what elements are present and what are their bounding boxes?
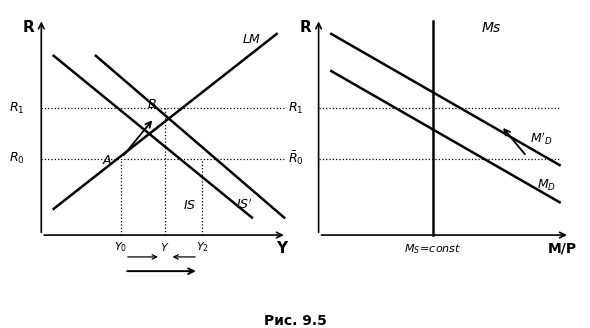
Text: M/P: M/P	[548, 241, 576, 255]
Text: Y: Y	[276, 241, 287, 256]
Text: $M_D$: $M_D$	[537, 178, 556, 193]
Text: $Y$: $Y$	[160, 241, 170, 253]
Text: $R_1$: $R_1$	[288, 101, 303, 116]
Text: $Ms$: $Ms$	[481, 21, 502, 35]
Text: $B$: $B$	[147, 98, 156, 112]
Text: $M_S\!=\!const$: $M_S\!=\!const$	[404, 242, 461, 256]
Text: $R_0$: $R_0$	[9, 151, 24, 166]
Text: $IS'$: $IS'$	[236, 197, 253, 212]
Text: $A$: $A$	[102, 154, 112, 167]
Text: $IS$: $IS$	[183, 199, 196, 212]
Text: $Y_0$: $Y_0$	[114, 240, 127, 254]
Text: $M'_D$: $M'_D$	[530, 131, 553, 147]
Text: R: R	[300, 20, 312, 35]
Text: $LM$: $LM$	[242, 33, 261, 46]
Text: Рис. 9.5: Рис. 9.5	[264, 314, 326, 328]
Text: $\bar{R}_0$: $\bar{R}_0$	[288, 150, 304, 167]
Text: $R_1$: $R_1$	[9, 101, 24, 116]
Text: R: R	[23, 20, 35, 35]
Text: $Y_2$: $Y_2$	[196, 240, 209, 254]
